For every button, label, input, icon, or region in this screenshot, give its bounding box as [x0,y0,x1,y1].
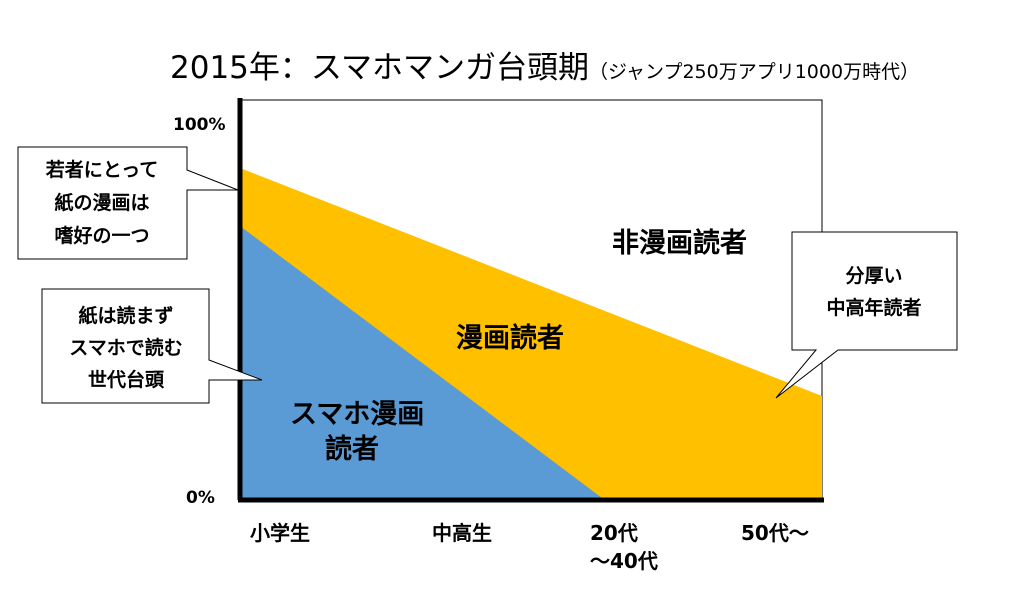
x-label-elementary: 小学生 [250,521,310,545]
non-reader-label: 非漫画読者 [612,227,747,259]
callout-young-line2: 紙の漫画は [54,191,149,214]
callout-young-line1: 若者にとって [46,158,158,181]
chart-title-sub: （ジャンプ250万アプリ1000万時代） [588,61,920,83]
x-label-50s: 50代～ [741,521,809,545]
manga-reader-label: 漫画読者 [456,322,564,354]
callout-middle-aged [775,231,958,399]
x-label-teens: 中高生 [432,521,492,545]
smartphone-reader-label-line1: スマホ漫画 [290,399,424,430]
y-label-top: 100% [173,115,226,135]
callout-middle-aged-line1: 分厚い [845,265,902,287]
smartphone-reader-region [240,226,602,498]
callout-middle-aged-line2: 中高年読者 [826,296,921,319]
callout-new-gen-line3: 世代台頭 [88,368,165,391]
y-label-bottom: 0% [186,488,215,508]
smartphone-reader-label-line2: 読者 [325,433,379,465]
callout-new-gen [41,288,263,404]
callout-young-paper [17,146,239,260]
x-label-20s-line1: 20代 [590,521,638,545]
chart-title: 2015年：スマホマンガ台頭期（ジャンプ250万アプリ1000万時代） [170,42,919,87]
x-label-20s-line2: ～40代 [590,549,658,573]
callout-new-gen-line1: 紙は読まず [78,304,173,327]
callout-young-line3: 嗜好の一つ [54,224,149,247]
chart-title-main: 2015年：スマホマンガ台頭期 [170,50,589,86]
callout-new-gen-line2: スマホで読む [69,336,182,359]
